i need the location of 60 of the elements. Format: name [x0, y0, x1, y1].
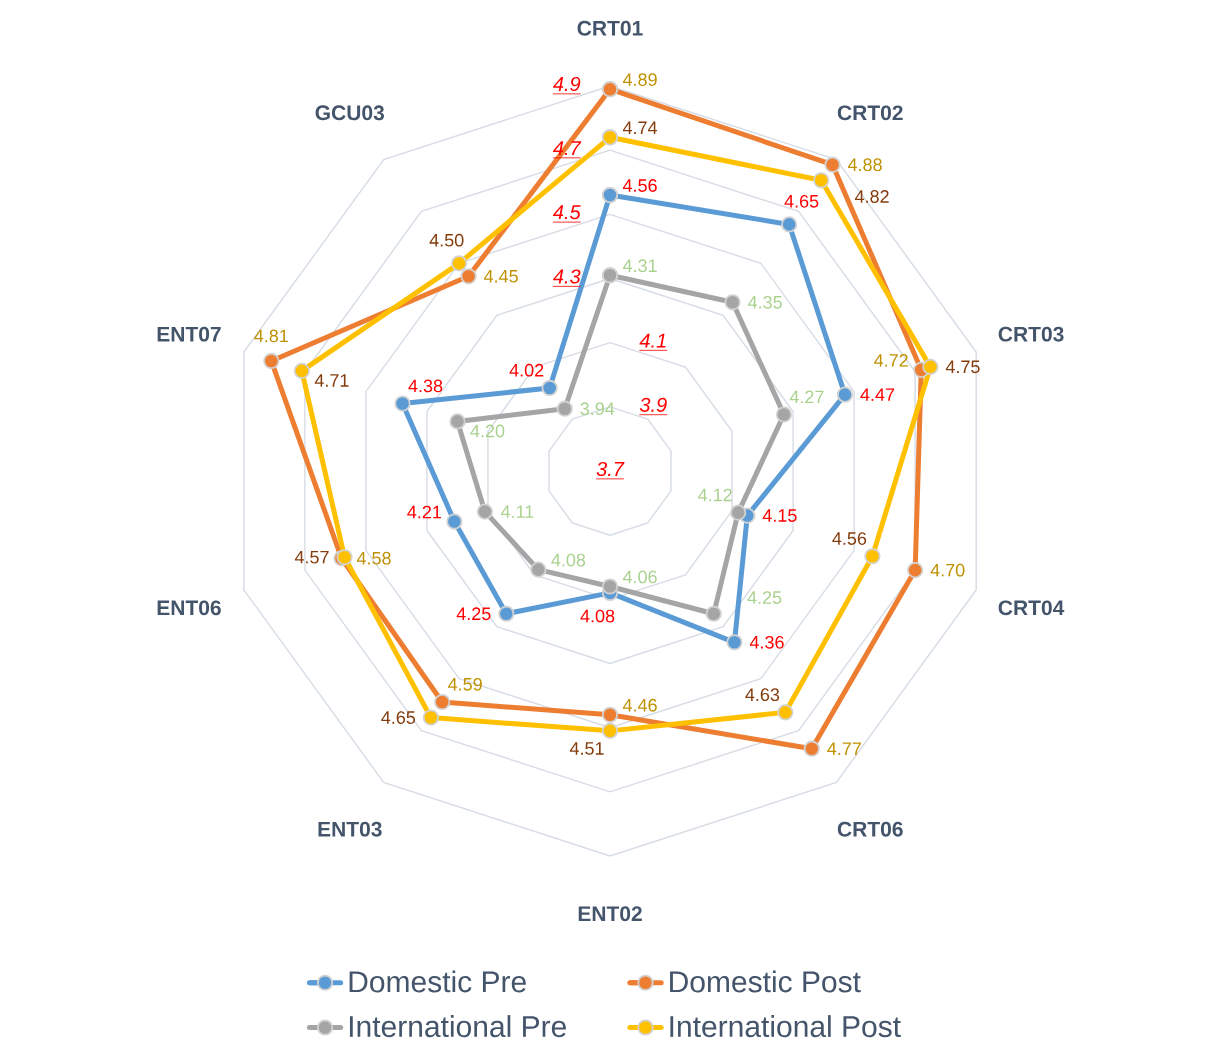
data-label: 4.08 [551, 553, 586, 567]
data-label: 3.94 [580, 402, 615, 416]
data-label: 4.02 [509, 363, 544, 377]
data-label: 4.63 [745, 688, 780, 702]
data-label: 4.51 [569, 742, 604, 755]
data-label: 4.88 [847, 158, 882, 172]
legend-label: International Pre [349, 1015, 566, 1038]
legend-label: Domestic Post [670, 970, 861, 993]
data-label: 4.82 [854, 190, 889, 203]
data-label: 4.46 [622, 698, 657, 712]
spoke-label: CRT06 [837, 821, 903, 837]
data-label: 4.70 [930, 563, 965, 577]
data-label: 4.56 [832, 532, 867, 545]
spoke-label: CRT04 [998, 600, 1065, 616]
spoke-label: CRT02 [837, 105, 903, 121]
data-label: 4.27 [789, 390, 824, 404]
data-label: 4.08 [580, 609, 615, 623]
data-label: 4.45 [483, 270, 518, 283]
data-label: 4.38 [408, 379, 443, 393]
data-label: 4.31 [622, 259, 657, 273]
y-tick-label: 3.7 [596, 461, 625, 477]
data-label: 4.56 [622, 179, 657, 192]
spoke-label: ENT07 [157, 326, 221, 342]
spoke-label: ENT03 [318, 821, 382, 837]
data-label: 4.72 [874, 353, 908, 367]
data-label: 4.65 [381, 711, 416, 724]
spoke-label: ENT06 [157, 600, 221, 616]
spoke-label: CRT01 [577, 20, 643, 36]
y-tick-label: 4.9 [552, 76, 581, 92]
data-label: 4.35 [748, 295, 782, 309]
spoke-label: GCU03 [315, 105, 385, 121]
data-label: 4.71 [314, 374, 349, 387]
data-label: 4.20 [470, 424, 505, 438]
y-tick-label: 4.1 [639, 333, 666, 348]
data-label: 4.59 [448, 677, 482, 691]
data-label: 4.74 [622, 121, 658, 134]
data-label: 4.12 [698, 488, 732, 502]
spoke-label: CRT03 [998, 326, 1064, 342]
data-label: 4.65 [784, 194, 819, 208]
data-label: 4.81 [254, 329, 288, 343]
legend-label: International Post [670, 1015, 901, 1038]
y-tick-label: 4.5 [552, 205, 581, 220]
data-label: 4.21 [407, 505, 441, 519]
data-label: 4.15 [762, 509, 797, 522]
data-label: 4.47 [860, 388, 895, 401]
data-label: 4.25 [747, 591, 782, 604]
data-label: 4.50 [429, 233, 464, 247]
data-label: 4.57 [294, 550, 329, 564]
data-label: 4.36 [749, 635, 784, 649]
y-tick-label: 4.3 [552, 269, 581, 284]
data-label: 4.25 [456, 607, 491, 621]
data-label: 4.75 [945, 360, 980, 374]
data-label: 4.89 [622, 73, 657, 87]
data-label: 4.58 [356, 551, 391, 565]
data-label: 4.77 [827, 742, 861, 755]
y-tick-label: 3.9 [639, 397, 667, 412]
spoke-label: ENT02 [578, 906, 642, 922]
data-label: 4.11 [501, 505, 534, 518]
legend-label: Domestic Pre [349, 970, 526, 993]
data-label: 4.06 [622, 570, 657, 584]
